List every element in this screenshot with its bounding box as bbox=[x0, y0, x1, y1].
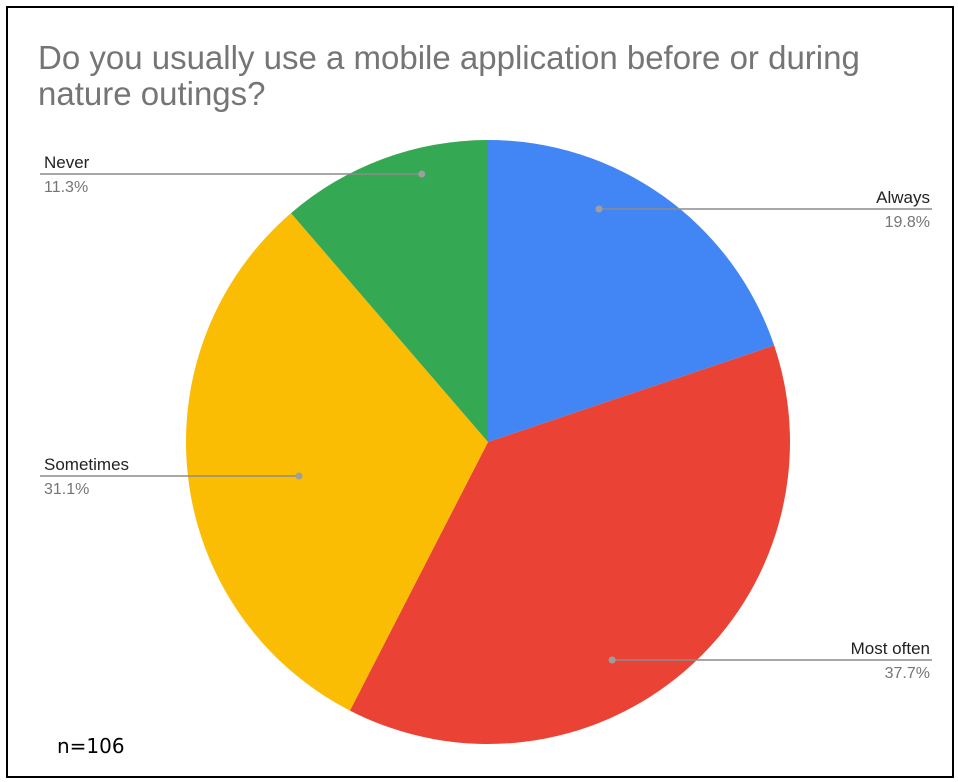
leader-dot-always bbox=[595, 205, 603, 213]
leader-dot-most-often bbox=[608, 656, 616, 664]
slice-label-most-often: Most often bbox=[851, 639, 930, 658]
slice-label-always: Always bbox=[876, 188, 930, 207]
slice-label-sometimes: Sometimes bbox=[44, 455, 129, 474]
sample-size-note: n=106 bbox=[57, 734, 125, 758]
pie-slice-always bbox=[488, 140, 775, 442]
pie-slice-sometimes bbox=[185, 213, 488, 711]
pie-slice-never bbox=[290, 140, 488, 442]
slice-value-never: 11.3% bbox=[44, 179, 88, 196]
leader-dot-sometimes bbox=[295, 472, 303, 480]
slice-label-never: Never bbox=[44, 153, 90, 172]
pie-slice-most-often bbox=[349, 345, 790, 744]
slice-value-always: 19.8% bbox=[885, 214, 930, 231]
slice-value-sometimes: 31.1% bbox=[44, 481, 89, 498]
chart-title: Do you usually use a mobile application … bbox=[38, 39, 860, 112]
slice-value-most-often: 37.7% bbox=[885, 665, 930, 682]
leader-dot-never bbox=[418, 170, 426, 178]
